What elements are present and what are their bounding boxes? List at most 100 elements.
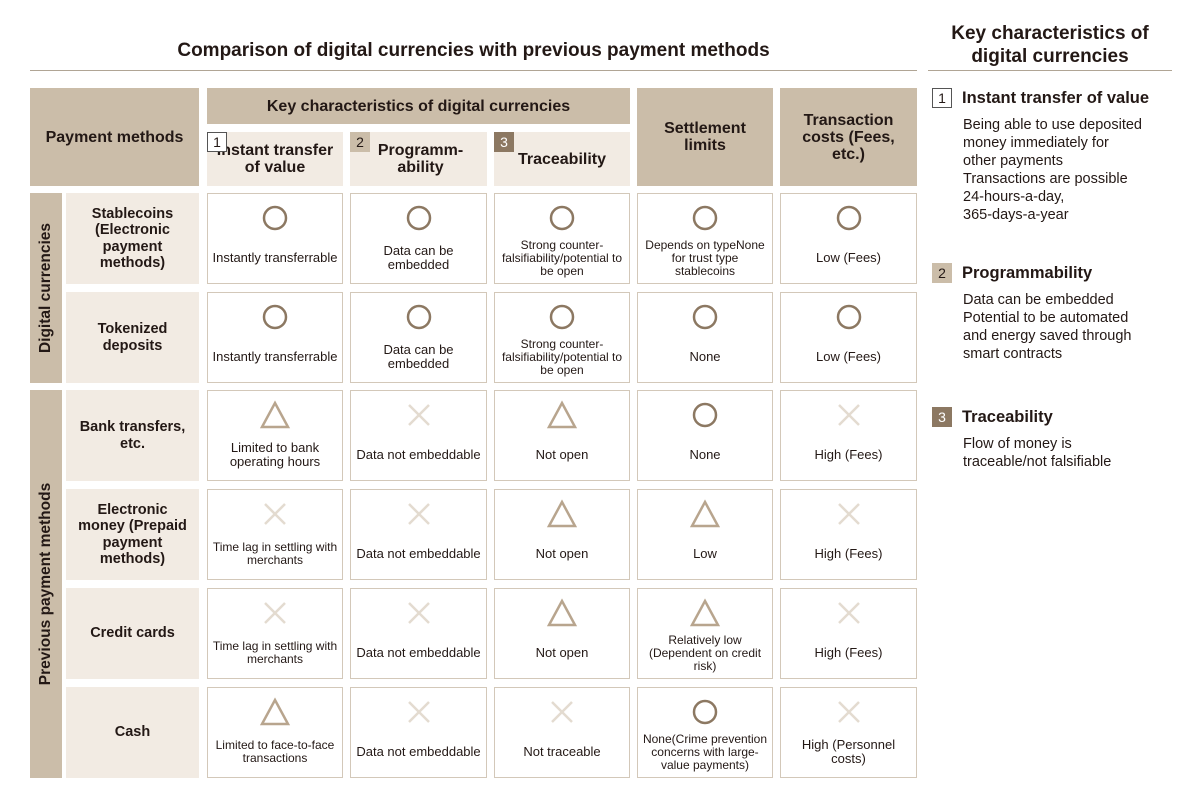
cell-cash-transaction-costs: High (Personnel costs) [780,687,917,778]
subheader-traceability: 3 Traceability [494,132,630,186]
group-digital-currencies: Digital currencies [30,193,62,383]
header-transaction-costs-label: Transaction costs (Fees, etc.) [802,111,895,163]
subheader-instant-transfer-label: Instant transfer of value [216,142,334,176]
cell-electronic-money-traceability: Not open [494,489,630,580]
circle-icon [836,205,861,231]
side-panel-divider [928,70,1172,71]
cell-text: Relatively low (Dependent on credit risk… [648,632,762,673]
header-payment-methods-label: Payment methods [45,128,184,146]
group-digital-currencies-label: Digital currencies [37,222,55,354]
description-line: traceable/not falsifiable [963,454,1112,470]
description-line: Data can be embedded [963,292,1114,308]
side-item-heading: 3 Traceability [932,407,1176,427]
cell-text: None [689,447,721,462]
triangle-icon [689,499,721,528]
row-label-stablecoins: Stablecoins (Electronic payment methods) [66,193,199,284]
row-label-credit-cards: Credit cards [66,588,199,679]
cell-text: Data not embeddable [356,744,481,759]
cell-bank-transfers-traceability: Not open [494,390,630,481]
cross-icon [407,701,430,723]
triangle-icon [546,400,578,429]
cell-bank-transfers-settlement-limits: None [637,390,773,481]
subheader-instant-transfer: 1 Instant transfer of value [207,132,343,186]
header-payment-methods: Payment methods [30,88,199,186]
row-label-electronic-money: Electronic money (Prepaid payment method… [66,489,199,580]
cell-tokenized-deposits-programmability: Data can be embedded [350,292,487,383]
number-badge-2: 2 [350,132,370,152]
side-item-description: Flow of money is traceable/not falsifiabl… [963,435,1176,471]
cell-text: Data not embeddable [356,645,481,660]
cell-credit-cards-transaction-costs: High (Fees) [780,588,917,679]
side-item-title: Programmability [962,263,1093,282]
cross-icon [264,602,286,624]
description-line: 24-hours-a-day, [963,189,1065,205]
triangle-icon [546,499,578,528]
description-line: 365-days-a-year [963,207,1069,223]
cell-text: Low (Fees) [815,250,882,265]
cross-icon [837,503,860,525]
cell-electronic-money-instant-transfer: Time lag in settling with merchants [207,489,343,580]
cell-bank-transfers-transaction-costs: High (Fees) [780,390,917,481]
side-item-programmability: 2 Programmability Data can be embedded Pote… [932,263,1176,363]
cell-text: High (Personnel costs) [801,737,896,766]
description-line: Flow of money is [963,436,1072,452]
cell-tokenized-deposits-settlement-limits: None [637,292,773,383]
cell-text: Data can be embedded [383,342,454,371]
cell-tokenized-deposits-instant-transfer: Instantly transferrable [207,292,343,383]
cell-electronic-money-transaction-costs: High (Fees) [780,489,917,580]
page-title: Comparison of digital currencies with pr… [177,40,770,61]
side-item-description: Data can be embedded Potential to be auto… [963,291,1176,363]
cell-text: Strong counter-falsifiability/potential … [501,336,623,377]
description-line: Being able to use deposited [963,117,1142,133]
cell-bank-transfers-instant-transfer: Limited to bank operating hours [207,390,343,481]
circle-icon [549,304,575,330]
cell-stablecoins-instant-transfer: Instantly transferrable [207,193,343,284]
triangle-icon [259,400,291,429]
cell-text: None(Crime prevention concerns with larg… [642,731,768,772]
cell-credit-cards-settlement-limits: Relatively low (Dependent on credit risk… [637,588,773,679]
group-previous-payment-methods: Previous payment methods [30,390,62,778]
cell-tokenized-deposits-transaction-costs: Low (Fees) [780,292,917,383]
side-number-badge: 2 [932,263,952,283]
cross-icon [407,503,430,525]
side-item-traceability: 3 Traceability Flow of money is traceable/n… [932,407,1176,471]
side-number-badge: 1 [932,88,952,108]
cross-icon [551,701,573,723]
side-item-title: Traceability [962,407,1053,426]
circle-icon [406,304,431,330]
cell-bank-transfers-programmability: Data not embeddable [350,390,487,481]
cell-stablecoins-traceability: Strong counter-falsifiability/potential … [494,193,630,284]
header-settlement-limits: Settlement limits [637,88,773,186]
cell-text: Instantly transferrable [212,250,338,265]
side-item-instant-transfer: 1 Instant transfer of value Being able to … [932,88,1176,224]
description-line: Potential to be automated [963,310,1129,326]
circle-icon [692,699,718,725]
circle-icon [692,304,718,330]
cell-text: Not traceable [523,744,601,759]
group-previous-payment-methods-label: Previous payment methods [37,482,55,686]
cell-tokenized-deposits-traceability: Strong counter-falsifiability/potential … [494,292,630,383]
side-panel-title: Key characteristics of digital currencie… [951,23,1149,67]
cell-text: High (Fees) [814,645,883,660]
description-line: Transactions are possible [963,171,1128,187]
cell-text: None [689,349,721,364]
cross-icon [264,503,286,525]
cell-stablecoins-transaction-costs: Low (Fees) [780,193,917,284]
number-badge-3: 3 [494,132,514,152]
cross-icon [407,602,430,624]
cell-text: Strong counter-falsifiability/potential … [501,237,623,278]
cell-text: Not open [535,645,589,660]
title-divider [30,70,917,71]
cell-cash-programmability: Data not embeddable [350,687,487,778]
cell-credit-cards-programmability: Data not embeddable [350,588,487,679]
cell-text: Not open [535,546,589,561]
cell-electronic-money-programmability: Data not embeddable [350,489,487,580]
triangle-icon [546,598,578,627]
cell-text: Low [693,546,717,561]
cell-cash-instant-transfer: Limited to face-to-face transactions [207,687,343,778]
cell-stablecoins-programmability: Data can be embedded [350,193,487,284]
description-line: other payments [963,153,1063,169]
circle-icon [262,304,288,330]
side-item-heading: 1 Instant transfer of value [932,88,1176,108]
number-badge-1: 1 [207,132,227,152]
